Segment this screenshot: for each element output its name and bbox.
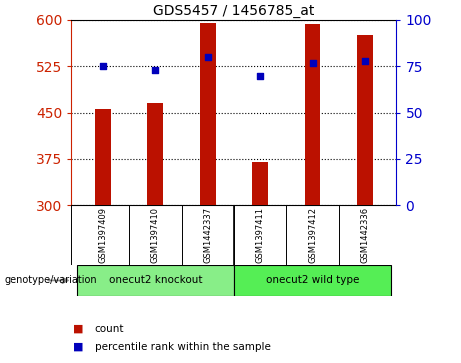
Text: GSM1397412: GSM1397412 <box>308 207 317 263</box>
Text: onecut2 knockout: onecut2 knockout <box>109 276 202 285</box>
Text: GSM1442337: GSM1442337 <box>203 207 212 263</box>
Text: GSM1397410: GSM1397410 <box>151 207 160 263</box>
Text: onecut2 wild type: onecut2 wild type <box>266 276 359 285</box>
Point <box>99 63 106 69</box>
Bar <box>357 35 373 205</box>
Text: GSM1397411: GSM1397411 <box>256 207 265 263</box>
Point <box>361 58 369 64</box>
Text: percentile rank within the sample: percentile rank within the sample <box>95 342 271 352</box>
Bar <box>200 23 216 205</box>
Text: GSM1397409: GSM1397409 <box>98 207 107 263</box>
Point <box>152 67 159 73</box>
Point <box>256 73 264 78</box>
Text: GSM1442336: GSM1442336 <box>361 207 370 263</box>
Bar <box>77 265 234 296</box>
Bar <box>148 103 163 205</box>
Text: genotype/variation: genotype/variation <box>5 276 97 285</box>
Point <box>204 54 212 60</box>
Bar <box>305 24 320 205</box>
Title: GDS5457 / 1456785_at: GDS5457 / 1456785_at <box>153 4 315 17</box>
Text: ■: ■ <box>73 323 83 334</box>
Text: ■: ■ <box>73 342 83 352</box>
Bar <box>234 265 391 296</box>
Bar <box>95 110 111 205</box>
Bar <box>252 162 268 205</box>
Text: count: count <box>95 323 124 334</box>
Point <box>309 60 316 65</box>
